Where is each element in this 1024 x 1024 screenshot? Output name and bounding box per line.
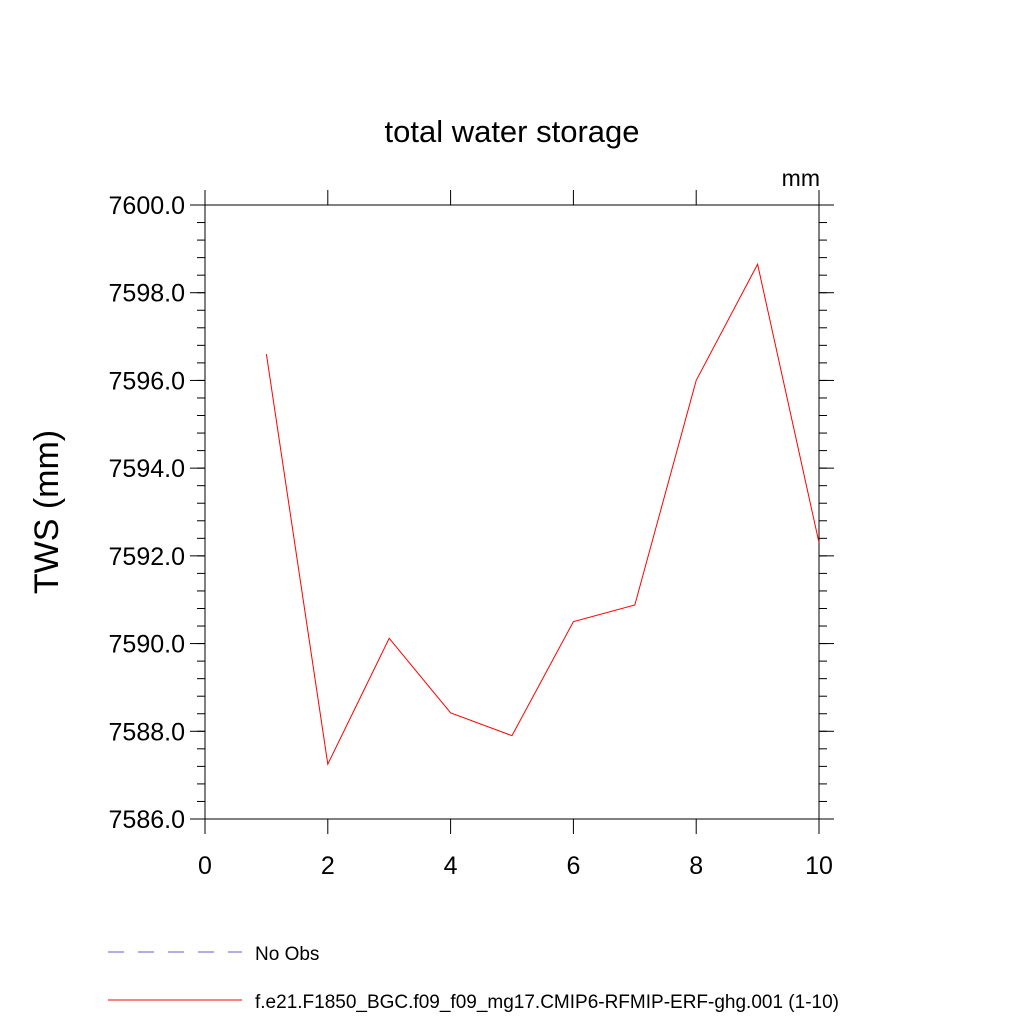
y-axis-label: TWS (mm) (28, 430, 66, 594)
legend: No Obs f.e21.F1850_BGC.f09_f09_mg17.CMIP… (108, 944, 839, 1013)
y-tick-label: 7594.0 (109, 455, 185, 483)
legend-label-no-obs: No Obs (255, 944, 319, 965)
y-tick-labels: 7586.0 7588.0 7590.0 7592.0 7594.0 7596.0 7598… (109, 192, 185, 834)
x-tick-labels: 0 2 4 6 8 10 (198, 852, 833, 880)
x-tick-label: 10 (805, 852, 833, 880)
y-tick-label: 7592.0 (109, 543, 185, 571)
x-tick-label: 2 (321, 852, 335, 880)
series-layer (265, 262, 820, 766)
x-tick-label: 8 (689, 852, 703, 880)
x-tick-label: 6 (566, 852, 580, 880)
axis-ticks (190, 190, 834, 834)
x-tick-label: 4 (444, 852, 458, 880)
legend-label-model: f.e21.F1850_BGC.f09_f09_mg17.CMIP6-RFMIP… (255, 992, 839, 1013)
series-line (265, 262, 820, 766)
x-tick-label: 0 (198, 852, 212, 880)
units-label: mm (782, 165, 820, 191)
plot-frame (204, 204, 820, 820)
y-tick-label: 7586.0 (109, 806, 185, 834)
y-tick-label: 7588.0 (109, 718, 185, 746)
chart-title: total water storage (384, 114, 639, 149)
y-tick-label: 7600.0 (109, 192, 185, 220)
y-tick-label: 7590.0 (109, 631, 185, 659)
y-tick-label: 7598.0 (109, 280, 185, 308)
y-tick-label: 7596.0 (109, 367, 185, 395)
